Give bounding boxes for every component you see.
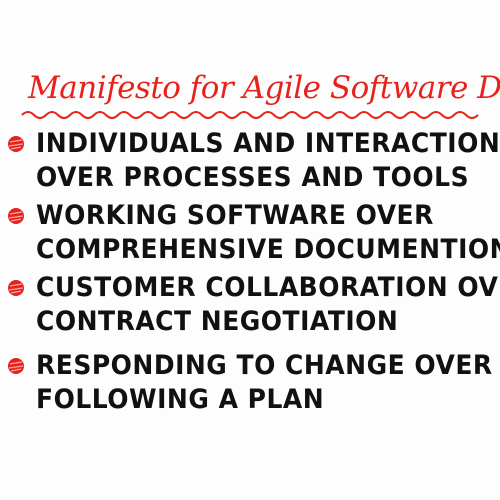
red-bullet-icon — [8, 136, 24, 152]
page-title: Manifesto for Agile Software Dev. — [28, 70, 500, 106]
item-line-2: FOLLOWING A PLAN — [36, 384, 325, 415]
item-line-1: CUSTOMER COLLABORATION OVER — [36, 272, 500, 303]
item-line-2: COMPREHENSIVE DOCUMENTION — [36, 234, 500, 265]
item-line-1: INDIVIDUALS AND INTERACTIONS — [36, 128, 500, 159]
red-bullet-icon — [8, 208, 24, 224]
red-bullet-icon — [8, 358, 24, 374]
item-line-2: OVER PROCESSES AND TOOLS — [36, 162, 470, 193]
red-bullet-icon — [8, 280, 24, 296]
item-line-1: WORKING SOFTWARE OVER — [36, 200, 434, 231]
title-underline-squiggle — [21, 111, 479, 119]
item-line-1: RESPONDING TO CHANGE OVER — [36, 350, 493, 381]
item-line-2: CONTRACT NEGOTIATION — [36, 306, 399, 337]
